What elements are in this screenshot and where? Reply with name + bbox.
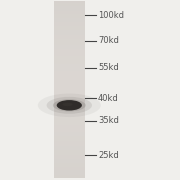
Ellipse shape — [57, 100, 82, 111]
Ellipse shape — [47, 97, 92, 114]
Text: 40kd: 40kd — [98, 94, 119, 103]
Ellipse shape — [38, 94, 101, 117]
Text: 25kd: 25kd — [98, 151, 119, 160]
Text: 35kd: 35kd — [98, 116, 119, 125]
Ellipse shape — [62, 103, 73, 106]
Text: 100kd: 100kd — [98, 11, 124, 20]
Text: 70kd: 70kd — [98, 36, 119, 45]
Bar — [54, 2, 85, 178]
Ellipse shape — [53, 99, 86, 111]
Text: 55kd: 55kd — [98, 63, 119, 72]
